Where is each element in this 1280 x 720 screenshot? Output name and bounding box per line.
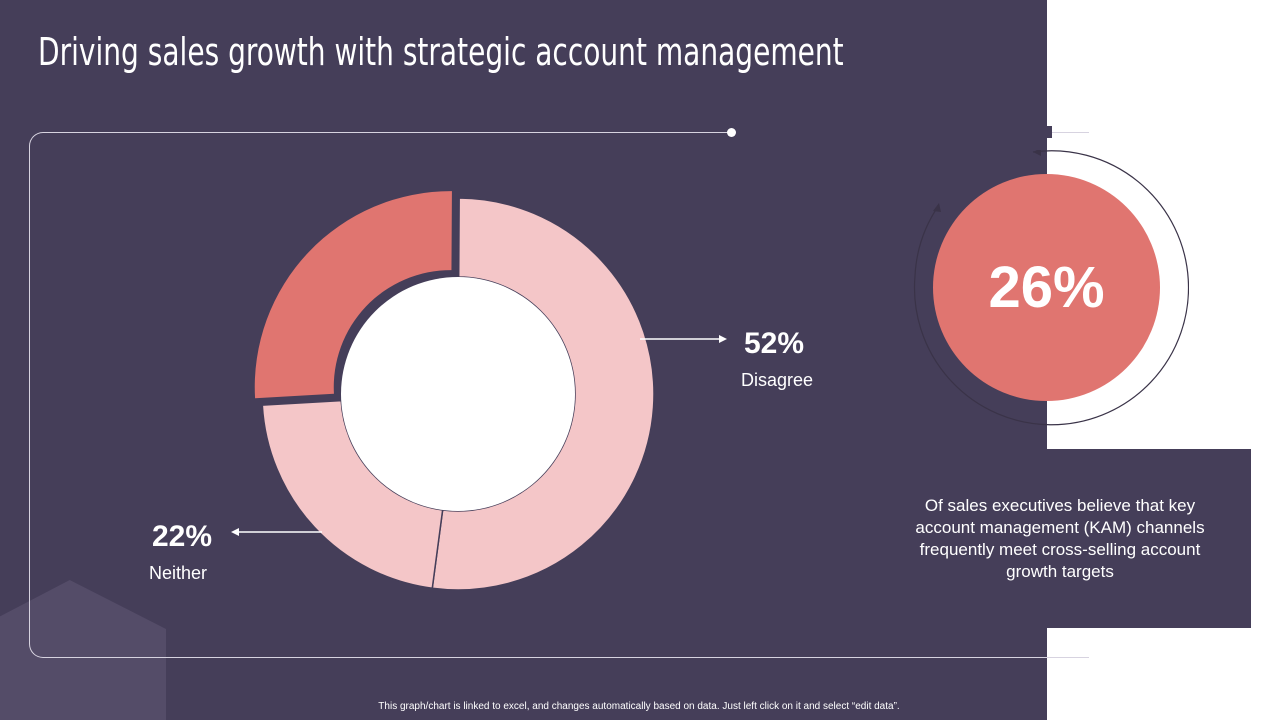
footer-note-text: This graph/chart is linked to excel, and… [378, 701, 900, 712]
right-panel-band [1047, 449, 1251, 628]
callout-percent: 26% [988, 255, 1105, 320]
neither-arrowhead [231, 528, 239, 536]
donut-hole [341, 277, 575, 511]
callout-ring [913, 150, 1189, 426]
donut-slice-highlight[interactable] [254, 191, 452, 399]
disagree-arrowhead [719, 335, 727, 343]
neither-label: Neither [149, 563, 208, 583]
chart-frame [29, 132, 1089, 658]
callout-circle: 26% [933, 174, 1160, 401]
frame-gap [732, 126, 1052, 138]
disagree-value: 52% [744, 327, 805, 360]
callout-text: Of sales executives believe that key acc… [915, 496, 1205, 581]
page-title: Driving sales growth with strategic acco… [38, 30, 844, 74]
frame-dot [727, 128, 736, 137]
neither-value: 22% [152, 520, 213, 553]
disagree-label: Disagree [741, 370, 814, 390]
footer-note: This graph/chart is linked to excel, and… [0, 701, 1280, 712]
